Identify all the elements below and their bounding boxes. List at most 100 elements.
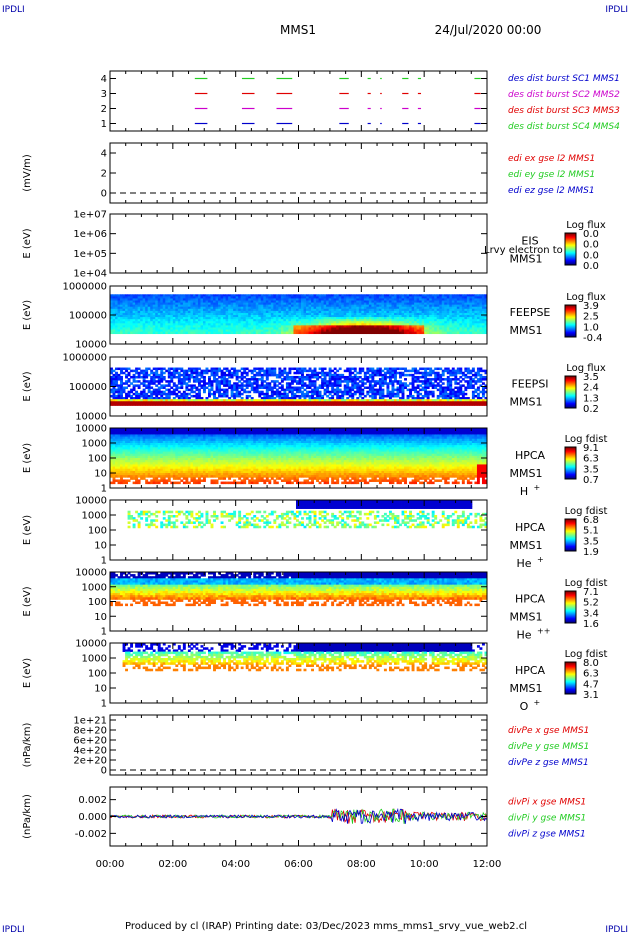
y-axis-label: E (eV): [22, 228, 33, 258]
y-tick-label: 8e+20: [73, 726, 107, 737]
spacecraft-label: MMS1: [510, 467, 543, 480]
y-tick-label: 4: [101, 74, 107, 85]
colorbar-tick-label: -0.4: [583, 333, 603, 344]
y-tick-label: 2e+20: [73, 756, 107, 767]
colorbar-tick-label: 0.0: [583, 229, 599, 240]
colorbar-tick-label: 0.7: [583, 475, 599, 486]
colorbar-title: Log fdist: [565, 578, 608, 589]
colorbar-title: Log fdist: [565, 434, 608, 445]
colorbar: [564, 661, 577, 695]
species-charge: +: [537, 555, 544, 564]
colorbar-tick-label: 5.2: [583, 598, 599, 609]
panel-9: E (eV) 1 10 100 1000 10000 HPCA MMS1 O + Log fdist…: [22, 639, 607, 714]
time-tick-label: 08:00: [347, 859, 376, 870]
time-tick-label: 10:00: [410, 859, 439, 870]
instrument-label: EIS: [521, 235, 538, 248]
legend-entry: des dist burst SC2 MMS2: [508, 90, 620, 100]
y-tick-label: 100: [88, 454, 107, 465]
footer-text: Produced by cl (IRAP) Printing date: 03/…: [125, 921, 527, 932]
colorbar-tick-label: 3.5: [583, 372, 599, 383]
y-tick-label: 1e+06: [73, 229, 107, 240]
spacecraft-label: MMS1: [510, 539, 543, 552]
heatmap-cells: [110, 294, 488, 335]
divpi-line-z: [109, 807, 488, 824]
y-axis-label: E (eV): [22, 443, 33, 473]
colorbar-tick-label: 5.1: [583, 526, 599, 537]
instrument-label: HPCA: [515, 593, 546, 606]
y-tick-label: 6e+20: [73, 736, 107, 747]
species-charge: ++: [537, 627, 550, 636]
y-tick-label: 1000: [82, 511, 107, 522]
panel-6: E (eV) 1 10 100 1000 10000 HPCA MMS1 H + Log fdist…: [22, 424, 607, 499]
colorbar-tick-label: 6.3: [583, 454, 599, 465]
species-label: H: [520, 485, 528, 498]
corner-label-bl: IPDLI: [2, 925, 25, 934]
y-tick-label: 2: [101, 169, 107, 180]
time-tick-label: 06:00: [284, 859, 313, 870]
y-tick-label: 1000000: [62, 353, 107, 364]
legend-entry: des dist burst SC1 MMS1: [508, 74, 620, 84]
instrument-label: HPCA: [515, 449, 546, 462]
colorbar-title: Log fdist: [565, 506, 608, 517]
heatmap-cells: [110, 572, 488, 607]
panel-frame: [109, 213, 488, 274]
colorbar-title: Log flux: [566, 220, 606, 231]
panel-1: 1 2 3 4 des dist burst SC1 MMS1 des dist burs…: [101, 70, 620, 132]
colorbar-title: Log flux: [566, 363, 606, 374]
y-tick-label: 10000: [75, 412, 107, 423]
panel-7: E (eV) 1 10 100 1000 10000 HPCA MMS1 He + Log fdis…: [22, 496, 607, 571]
legend-entry: des dist burst SC3 MMS3: [508, 106, 620, 116]
y-tick-label: 100000: [69, 382, 107, 393]
y-tick-label: 10000: [75, 639, 107, 650]
legend-entry: divPi z gse MMS1: [508, 830, 586, 840]
time-axis: 00:00 02:00 04:00 06:00 08:00 10:00 12:00: [96, 859, 502, 870]
y-tick-label: 10000: [75, 496, 107, 507]
panel-8: E (eV) 1 10 100 1000 10000 HPCA MMS1 He ++ Log fdi…: [22, 568, 607, 642]
heatmap-cells: [110, 428, 488, 485]
colorbar: [564, 518, 577, 552]
colorbar-tick-label: 3.4: [583, 608, 599, 619]
y-tick-label: 100: [88, 526, 107, 537]
y-tick-label: 10: [94, 684, 107, 695]
legend-entry: des dist burst SC4 MMS4: [508, 122, 620, 132]
y-tick-label: 10000: [75, 340, 107, 351]
y-tick-label: 1000: [82, 439, 107, 450]
panel-5: E (eV) 10000 100000 1000000 FEEPSI MMS1 Log fl…: [22, 353, 606, 423]
y-tick-label: 4e+20: [73, 746, 107, 757]
colorbar: [564, 375, 577, 409]
heatmap-cells: [122, 643, 488, 672]
spacecraft-label: MMS1: [510, 253, 543, 266]
instrument-label: FEEPSI: [511, 378, 548, 391]
colorbar-tick-label: 3.9: [583, 301, 599, 312]
y-tick-label: 10000: [75, 568, 107, 579]
panel-frame: [109, 714, 488, 776]
y-tick-label: 100: [88, 597, 107, 608]
colorbar: [564, 590, 577, 624]
y-axis-label: E (eV): [22, 371, 33, 401]
panel-frame: [109, 142, 488, 204]
colorbar-tick-label: 1.3: [583, 393, 599, 404]
corner-label-tl: IPDLI: [2, 5, 25, 15]
time-tick-label: 00:00: [96, 859, 125, 870]
colorbar-tick-label: 9.1: [583, 443, 599, 454]
y-tick-label: -0.002: [75, 829, 107, 840]
panel-frame: [109, 70, 488, 132]
colorbar-tick-label: 0.0: [583, 250, 599, 261]
y-axis-label: (nPa/km): [22, 723, 33, 768]
instrument-label: FEEPSE: [510, 306, 551, 319]
colorbar-tick-label: 1.9: [583, 547, 599, 558]
colorbar-tick-label: 2.4: [583, 383, 599, 394]
species-label: He: [516, 557, 531, 570]
overlay-text: Lrvy electron to: [484, 245, 563, 256]
spacecraft-label: MMS1: [510, 324, 543, 337]
colorbar-tick-label: 0.0: [583, 261, 599, 272]
y-tick-label: 0: [101, 189, 107, 200]
colorbar-tick-label: 3.1: [583, 690, 599, 701]
y-axis-label: E (eV): [22, 586, 33, 616]
time-tick-label: 04:00: [221, 859, 250, 870]
y-tick-label: 1e+07: [73, 210, 107, 221]
colorbar: [564, 446, 577, 480]
y-axis-label: E (eV): [22, 658, 33, 688]
panels-group: 1 2 3 4 des dist burst SC1 MMS1 des dist burs…: [22, 70, 620, 847]
y-axis-label: E (eV): [22, 515, 33, 545]
